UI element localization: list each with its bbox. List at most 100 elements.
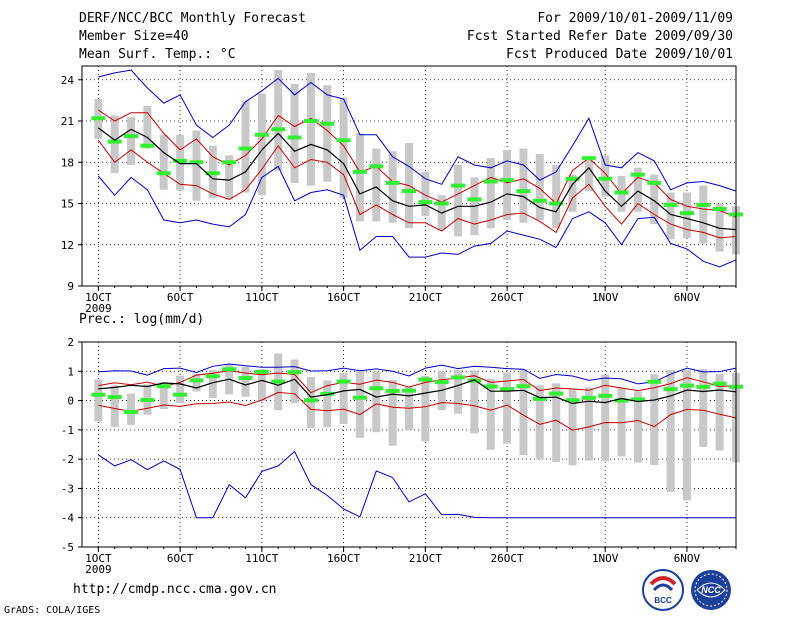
prec-member-mark: [663, 387, 678, 392]
temp-spread-box: [355, 133, 364, 222]
prec-member-mark: [451, 375, 466, 380]
temp-member-mark: [516, 189, 531, 194]
prec-member-mark: [549, 391, 564, 396]
temp-member-mark: [614, 190, 629, 195]
prec-spread-box: [682, 369, 691, 501]
temp-spread-box: [421, 171, 430, 216]
prec-spread-box: [257, 369, 266, 402]
prec-spread-box: [715, 373, 724, 451]
temp-y-tick-label: 9: [67, 280, 74, 293]
prec-spread-box: [372, 371, 381, 433]
prec-member-mark: [402, 388, 416, 393]
prec-spread-box: [159, 382, 168, 410]
prec-mean-line: [98, 378, 737, 405]
temp-spread-box: [699, 185, 708, 244]
temp-member-mark: [500, 178, 515, 183]
prec-member-mark: [156, 384, 171, 389]
prec-x-tick-label: 26OCT: [491, 552, 524, 565]
chart-title: DERF/NCC/BCC Monthly Forecast: [79, 11, 306, 26]
prec-y-tick-label: 0: [67, 395, 74, 408]
temp-spread-box: [454, 165, 463, 237]
temperature-panel: 9 12 15 18 21 24 1OCT 6OCT 11OCT 16OCT 21OCT 26OCT 1…: [61, 65, 743, 315]
temp-member-mark: [369, 164, 384, 169]
prec-member-mark: [91, 392, 106, 397]
temp-spread-box: [127, 116, 136, 165]
prec-spread-box: [421, 375, 430, 442]
prec-spread-box: [650, 374, 659, 465]
fcst-produced-label: Fcst Produced Date 2009/10/01: [506, 47, 733, 62]
prec-member-mark: [189, 378, 204, 383]
prec-x-tick-label: 11OCT: [245, 552, 278, 565]
prec-member-mark: [614, 398, 629, 403]
temp-member-mark: [467, 197, 482, 202]
temp-y-tick-label: 18: [61, 156, 74, 169]
prec-member-mark: [712, 381, 727, 386]
temp-spread-box: [519, 148, 528, 223]
temp-x-tick-label: 26OCT: [491, 291, 524, 304]
prec-member-mark: [679, 383, 694, 388]
prec-x-tick-label: 1OCT: [85, 552, 112, 565]
prec-member-mark: [205, 374, 220, 379]
prec-spread-box: [503, 372, 512, 444]
prec-member-mark: [483, 384, 498, 389]
temp-spread-box: [584, 159, 593, 192]
temp-member-mark: [140, 143, 155, 148]
temp-x-tick-label: 1OCT: [85, 291, 112, 304]
prec-spread-box: [633, 391, 642, 463]
temp-member-mark: [287, 135, 302, 140]
temp-spread-box: [601, 155, 610, 197]
temp-x-tick-label: 6NOV: [674, 291, 701, 304]
temp-spread-box: [535, 154, 544, 220]
prec-member-mark: [516, 384, 531, 389]
temp-upper-line: [98, 109, 737, 218]
temp-spread-box: [339, 97, 348, 198]
temp-member-mark: [156, 171, 171, 176]
prec-member-mark: [222, 367, 237, 372]
temp-member-mark: [418, 200, 433, 205]
prec-y-tick-label: -3: [61, 482, 74, 495]
prec-min-line: [98, 450, 736, 519]
ncc-logo: NCC: [691, 570, 731, 610]
temp-spread-box: [306, 72, 315, 186]
temp-member-mark: [402, 189, 416, 194]
temp-spread-box: [110, 115, 119, 174]
prec-spread-box: [323, 380, 332, 428]
website-url[interactable]: http://cmdp.ncc.cma.gov.cn: [73, 582, 277, 597]
prec-spread-box: [339, 373, 348, 424]
prec-spread-box: [568, 388, 577, 466]
prec-member-mark: [271, 379, 286, 384]
temp-spread-box: [633, 167, 642, 212]
temp-member-mark: [565, 176, 580, 181]
temp-spread-box: [486, 158, 495, 229]
temp-member-mark: [222, 160, 237, 165]
prec-member-mark: [467, 378, 482, 383]
prec-spread-box: [666, 370, 675, 492]
temp-member-mark: [107, 139, 122, 144]
prec-spread-box: [584, 387, 593, 461]
temp-spread-box: [192, 130, 201, 201]
temp-member-mark: [352, 169, 367, 174]
temp-member-mark: [91, 116, 106, 121]
forecast-period-label: For 2009/10/01-2009/11/09: [537, 11, 733, 26]
ncc-logo-text: NCC: [701, 585, 721, 595]
temp-y-tick-label: 15: [61, 198, 74, 211]
temp-spread-box: [159, 134, 168, 190]
temp-spread-box: [274, 70, 283, 171]
temp-y-tick-label: 12: [61, 239, 74, 252]
temp-spread-box: [503, 149, 512, 220]
temp-member-mark: [303, 119, 318, 123]
prec-member-mark: [320, 391, 335, 396]
temp-x-tick-label: 16OCT: [327, 291, 360, 304]
temp-y-tick-label: 21: [61, 115, 74, 128]
prec-spread-box: [552, 383, 561, 463]
prec-member-mark: [303, 398, 318, 403]
prec-spread-box: [617, 387, 626, 457]
temp-x-tick-label: 11OCT: [245, 291, 278, 304]
temp-spread-box: [241, 100, 250, 193]
prec-member-mark: [532, 396, 547, 401]
prec-spread-box: [290, 359, 299, 403]
temp-spread-box: [323, 85, 332, 182]
temp-x-tick-label: 21OCT: [409, 291, 442, 304]
prec-x-tick-label: 1NOV: [592, 552, 619, 565]
